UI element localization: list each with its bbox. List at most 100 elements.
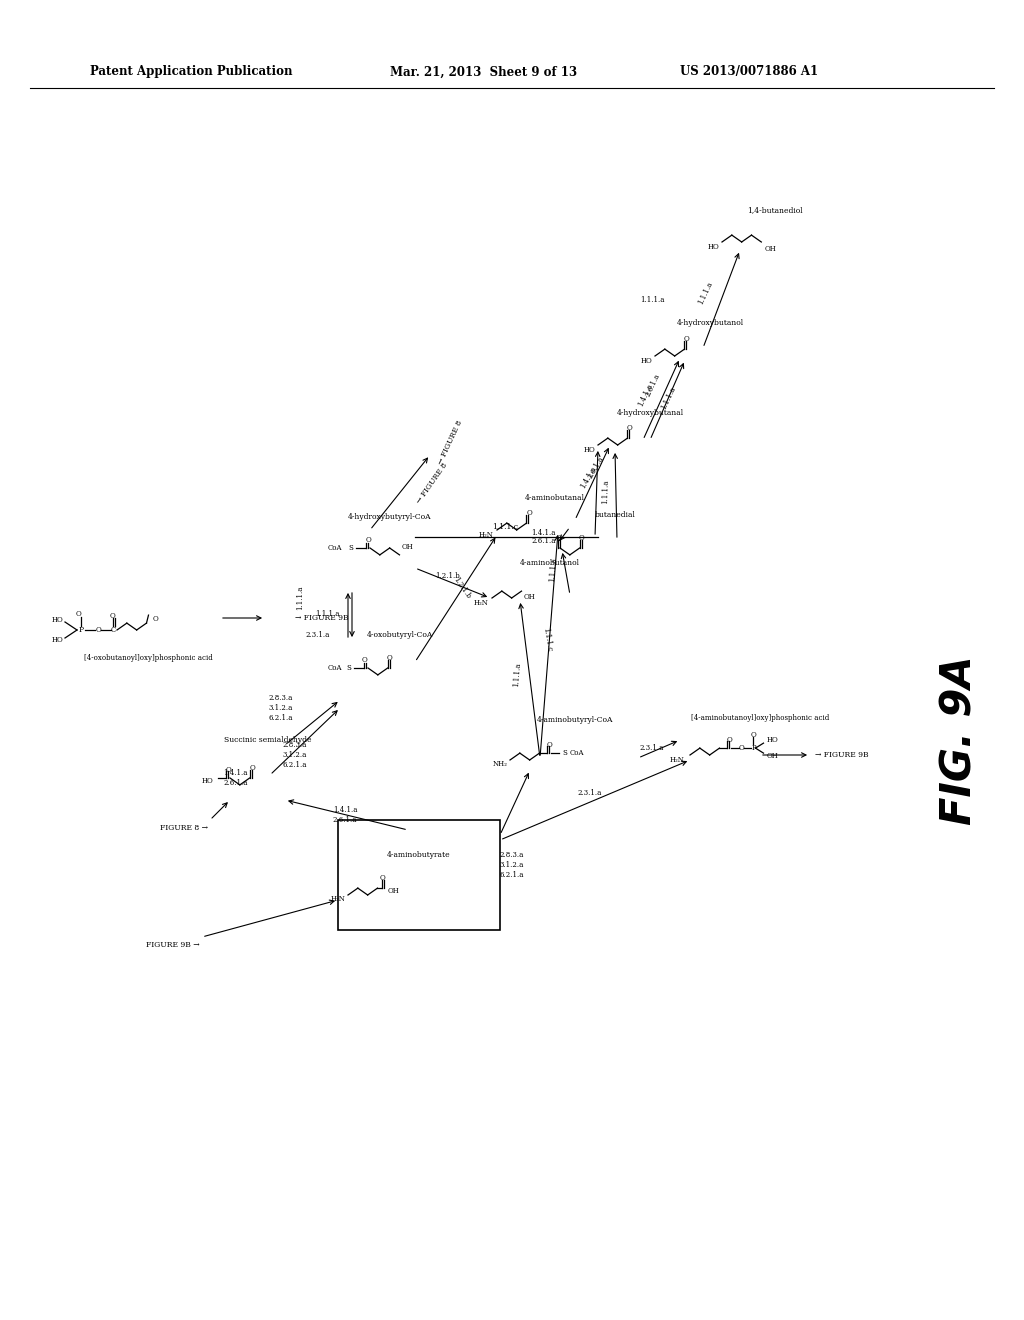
Text: CoA: CoA [328, 544, 342, 552]
Text: 4-aminobutanol: 4-aminobutanol [520, 558, 580, 568]
Text: butanedial: butanedial [595, 511, 636, 519]
Text: P: P [79, 626, 84, 634]
Text: 1.2.1.b: 1.2.1.b [452, 576, 472, 601]
Text: 2.3.1.a: 2.3.1.a [640, 744, 665, 752]
Text: 3.1.2.a: 3.1.2.a [268, 704, 293, 711]
Text: HO: HO [51, 636, 63, 644]
Text: → FIGURE 9B: → FIGURE 9B [815, 751, 868, 759]
Text: 1.1.1.a: 1.1.1.a [601, 479, 610, 504]
Text: HO: HO [767, 737, 778, 744]
Text: 1.4.1.a: 1.4.1.a [579, 465, 598, 490]
Text: HO: HO [51, 616, 63, 624]
Text: 4-hydroxybutanol: 4-hydroxybutanol [677, 319, 743, 327]
Text: 1.4.1.a: 1.4.1.a [333, 807, 357, 814]
Text: O: O [555, 535, 561, 543]
Text: 2.8.3.a: 2.8.3.a [500, 851, 524, 859]
Text: OH: OH [523, 593, 536, 601]
Text: 2.6.1.a: 2.6.1.a [223, 779, 248, 787]
Text: 1.1.1.a: 1.1.1.a [315, 610, 340, 618]
Text: US 2013/0071886 A1: US 2013/0071886 A1 [680, 66, 818, 78]
Text: OH: OH [764, 246, 776, 253]
Text: 4-aminobutanal: 4-aminobutanal [525, 494, 585, 502]
Text: 2.8.3.a: 2.8.3.a [268, 694, 293, 702]
Text: O: O [225, 766, 230, 774]
Text: HO: HO [640, 356, 652, 366]
Text: O: O [684, 335, 689, 343]
Text: OH: OH [387, 887, 399, 895]
Text: 1.1.1.a: 1.1.1.a [548, 557, 558, 582]
Text: H₂N: H₂N [479, 531, 494, 539]
Text: 1,4-butanediol: 1,4-butanediol [748, 206, 803, 214]
Text: O: O [153, 615, 159, 623]
Text: HO: HO [202, 777, 213, 785]
Text: OH: OH [401, 543, 414, 550]
Text: [4-oxobutanoyl]oxy]phosphonic acid: [4-oxobutanoyl]oxy]phosphonic acid [84, 653, 212, 663]
Text: FIGURE 8 →: FIGURE 8 → [160, 824, 208, 832]
Text: O: O [738, 744, 744, 752]
Text: Patent Application Publication: Patent Application Publication [90, 66, 293, 78]
Text: OH: OH [767, 752, 778, 760]
Text: S: S [348, 544, 353, 552]
Text: 1.1.1.a: 1.1.1.a [512, 663, 522, 688]
Text: O: O [579, 535, 585, 543]
Text: H₂N: H₂N [474, 599, 489, 607]
Text: 1.2.1.b: 1.2.1.b [435, 572, 461, 579]
Text: 2.3.1.a: 2.3.1.a [305, 631, 330, 639]
Text: 2.6.1.a: 2.6.1.a [531, 537, 556, 545]
Text: FIG. 9A: FIG. 9A [939, 655, 981, 825]
Text: 1.1.1.c: 1.1.1.c [541, 627, 553, 652]
Text: O: O [76, 610, 82, 618]
Text: 4-hydroxybutyryl-CoA: 4-hydroxybutyryl-CoA [348, 513, 432, 521]
Text: O: O [111, 612, 116, 620]
Text: 2.3.1.a: 2.3.1.a [578, 789, 602, 797]
Text: Succinic semialdehyde: Succinic semialdehyde [224, 737, 311, 744]
Text: 2.6.1.a: 2.6.1.a [333, 816, 357, 824]
Text: 4-aminobutyryl-CoA: 4-aminobutyryl-CoA [537, 715, 613, 723]
Text: 4-aminobutyrate: 4-aminobutyrate [387, 851, 451, 859]
Text: CoA: CoA [569, 750, 584, 758]
Text: 4-hydroxybutanal: 4-hydroxybutanal [616, 409, 684, 417]
Text: CoA: CoA [328, 664, 342, 672]
Text: 4-oxobutyryl-CoA: 4-oxobutyryl-CoA [367, 631, 433, 639]
Text: FIGURE 9B →: FIGURE 9B → [146, 941, 200, 949]
Text: 1.1.1.a: 1.1.1.a [696, 280, 714, 306]
Text: HO: HO [584, 446, 595, 454]
Text: 6.2.1.a: 6.2.1.a [268, 714, 293, 722]
Text: 3.1.2.a: 3.1.2.a [283, 751, 307, 759]
Text: O: O [547, 741, 552, 750]
Text: O: O [380, 874, 385, 882]
Text: HO: HO [708, 243, 719, 251]
Text: 1.4.1.a: 1.4.1.a [531, 529, 556, 537]
Text: O: O [751, 731, 757, 739]
Text: O: O [95, 626, 101, 634]
Text: 2.6.1.a: 2.6.1.a [644, 372, 662, 397]
Text: 1.1.1.c: 1.1.1.c [492, 523, 518, 531]
Text: S: S [562, 750, 567, 758]
Text: C: C [111, 626, 116, 634]
Text: S: S [346, 664, 351, 672]
Text: O: O [526, 510, 532, 517]
Text: 6.2.1.a: 6.2.1.a [283, 762, 307, 770]
Text: O: O [627, 424, 633, 432]
Text: → FIGURE 8: → FIGURE 8 [437, 418, 465, 466]
Text: H₂N: H₂N [331, 895, 346, 903]
Text: O: O [387, 653, 392, 663]
Text: 1.1.1.a: 1.1.1.a [660, 385, 678, 411]
Text: 3.1.2.a: 3.1.2.a [500, 861, 524, 869]
Text: O: O [366, 536, 371, 544]
Text: O: O [250, 764, 256, 772]
Text: O: O [362, 656, 368, 664]
Text: Mar. 21, 2013  Sheet 9 of 13: Mar. 21, 2013 Sheet 9 of 13 [390, 66, 578, 78]
Text: O: O [727, 737, 732, 744]
Text: → FIGURE 9B: → FIGURE 9B [295, 614, 348, 622]
Text: 6.2.1.a: 6.2.1.a [500, 871, 524, 879]
Text: [4-aminobutanoyl]oxy]phosphonic acid: [4-aminobutanoyl]oxy]phosphonic acid [691, 714, 829, 722]
Text: 2.6.1.a: 2.6.1.a [586, 454, 605, 479]
Text: NH₂: NH₂ [494, 760, 508, 768]
Text: P: P [752, 744, 756, 752]
Text: 1.4.1.a: 1.4.1.a [223, 770, 248, 777]
Text: 1.4.1.a: 1.4.1.a [636, 383, 654, 408]
Text: 1.1.1.a: 1.1.1.a [640, 296, 665, 304]
Text: 1.1.1.a: 1.1.1.a [296, 586, 304, 610]
Text: H₂N: H₂N [670, 756, 685, 764]
